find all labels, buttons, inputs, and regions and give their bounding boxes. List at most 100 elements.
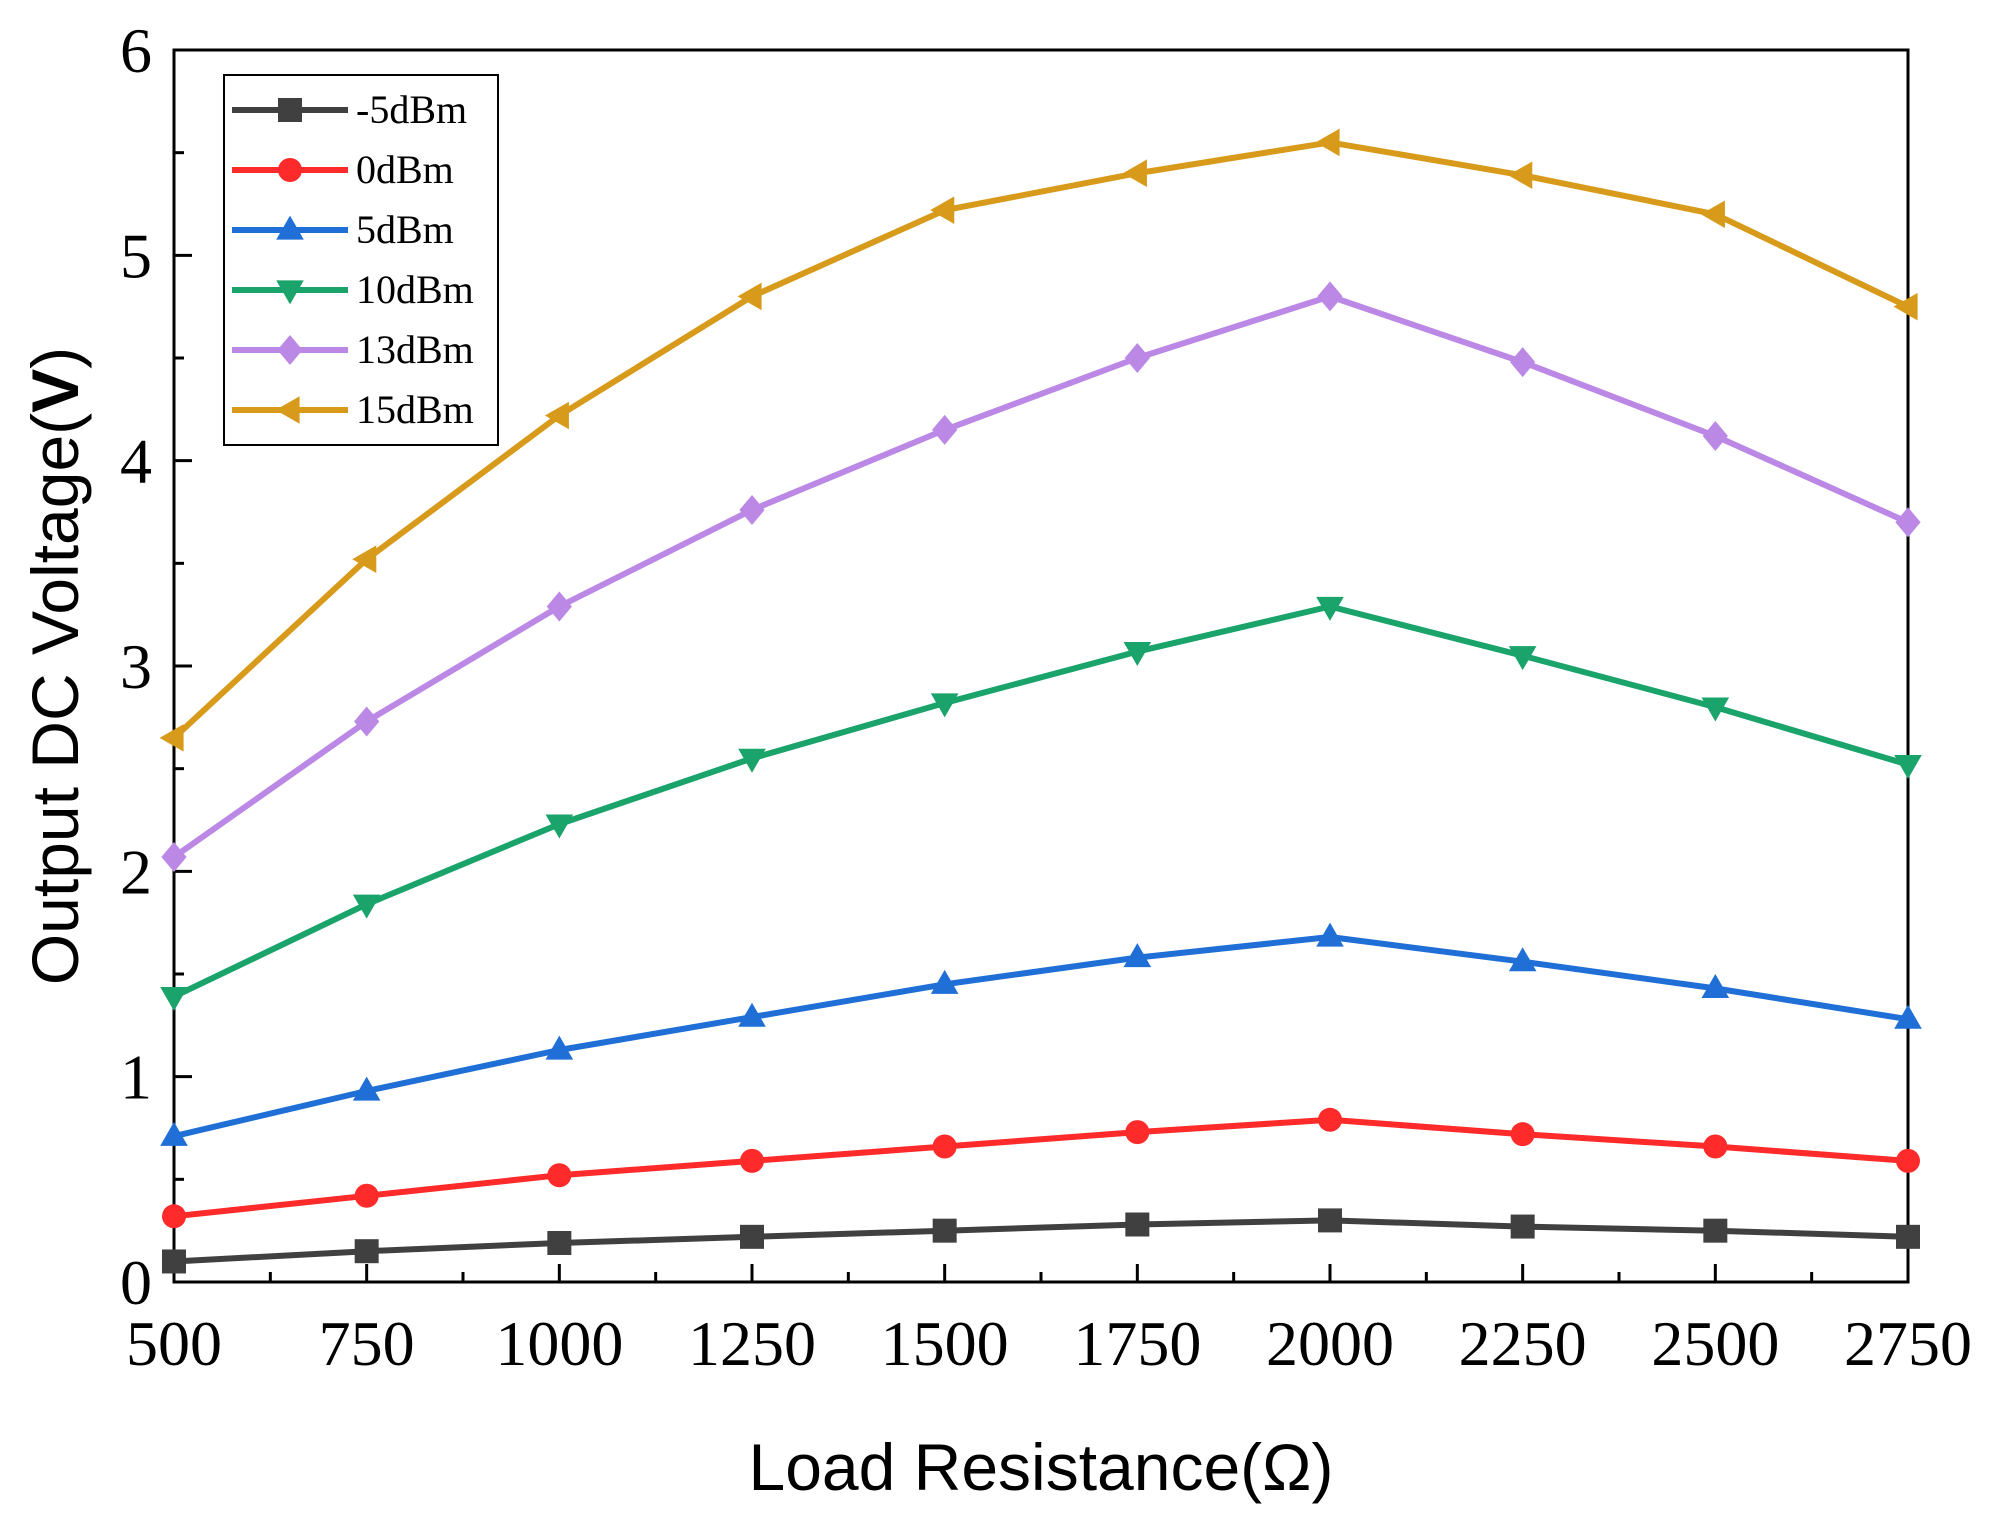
data-point (1894, 754, 1922, 779)
data-point (1123, 943, 1152, 968)
data-point (1124, 343, 1150, 373)
legend-item: 0dBm (232, 147, 454, 192)
y-tick-label: 0 (120, 1247, 152, 1318)
series-line (173, 1116, 1909, 1220)
data-point (1316, 596, 1344, 621)
data-point (354, 1183, 379, 1208)
data-point (278, 98, 302, 122)
data-point (162, 1249, 186, 1274)
legend-label: 5dBm (356, 207, 454, 252)
legend-label: 15dBm (356, 387, 474, 432)
data-point (1893, 292, 1918, 321)
data-point (1895, 507, 1921, 538)
data-point (1510, 1214, 1535, 1239)
data-point (930, 693, 959, 718)
data-point (275, 396, 300, 424)
series-line (173, 934, 1909, 1140)
data-point (161, 841, 187, 872)
data-point (1510, 1122, 1535, 1147)
data-point (352, 894, 381, 919)
data-point (932, 1134, 957, 1159)
data-point (276, 280, 304, 305)
data-point (160, 1121, 188, 1146)
x-axis-title: Load Resistance(Ω) (749, 1430, 1334, 1504)
legend-label: -5dBm (356, 87, 467, 132)
y-tick-label: 2 (120, 836, 152, 907)
legend-item: -5dBm (232, 87, 467, 132)
data-point (932, 414, 958, 445)
x-tick-label: 1250 (688, 1308, 816, 1379)
data-point (354, 1239, 379, 1264)
data-point (1123, 642, 1152, 667)
data-point (278, 158, 302, 182)
data-point (1318, 1208, 1342, 1233)
data-point (740, 1224, 764, 1249)
legend-item: 15dBm (232, 387, 474, 432)
data-point (1125, 1212, 1150, 1237)
data-point (1896, 1148, 1920, 1173)
data-point (352, 1076, 381, 1101)
data-point (1894, 1004, 1922, 1029)
y-axis-title: Output DC Voltage(V) (18, 347, 92, 985)
data-point (159, 724, 184, 752)
data-point (546, 591, 572, 622)
data-point (1896, 1224, 1920, 1249)
data-point (1508, 947, 1537, 972)
series-layer (159, 128, 1922, 1274)
legend-item: 13dBm (232, 327, 474, 372)
data-point (1508, 646, 1537, 671)
legend-label: 13dBm (356, 327, 474, 372)
data-point (930, 196, 955, 224)
data-point (739, 494, 765, 525)
series--5dBm (162, 1208, 1920, 1274)
data-point (932, 1218, 957, 1243)
x-axis-ticks: 500 750 1000 1250 1500 1750 2000 2250 2500 2750 (126, 1264, 1972, 1379)
y-tick-label: 3 (120, 631, 152, 702)
y-tick-label: 6 (120, 15, 152, 86)
data-point (737, 282, 762, 311)
x-tick-label: 2250 (1459, 1308, 1587, 1379)
series-line (171, 139, 1910, 741)
data-point (545, 814, 574, 839)
data-point (1317, 281, 1343, 312)
legend-item: 5dBm (232, 207, 454, 252)
data-point (544, 401, 569, 430)
x-tick-label: 1500 (881, 1308, 1009, 1379)
series-15dBm (159, 128, 1918, 752)
data-point (277, 335, 303, 365)
x-tick-label: 1750 (1073, 1308, 1201, 1379)
series-line (172, 293, 1910, 860)
legend: -5dBm 0dBm 5dBm 10dBm 13dBm 15dBm (223, 74, 499, 446)
data-point (547, 1230, 572, 1255)
legend-label: 10dBm (356, 267, 474, 312)
x-tick-label: 750 (319, 1308, 415, 1379)
x-tick-label: 500 (126, 1308, 222, 1379)
series-13dBm (161, 281, 1921, 872)
x-tick-label: 2500 (1651, 1308, 1779, 1379)
data-point (1508, 161, 1533, 190)
data-point (354, 706, 380, 737)
data-point (1122, 159, 1147, 187)
x-tick-label: 2000 (1266, 1308, 1394, 1379)
data-point (1318, 1107, 1342, 1132)
data-point (1125, 1120, 1150, 1145)
data-point (160, 986, 188, 1011)
data-point (1702, 421, 1728, 452)
data-point (352, 545, 377, 574)
data-point (1703, 1134, 1728, 1159)
data-point (545, 1035, 574, 1060)
data-point (1316, 922, 1344, 947)
series-0dBm (162, 1107, 1920, 1229)
data-point (738, 748, 766, 773)
data-point (162, 1204, 186, 1229)
data-point (1700, 200, 1725, 229)
y-tick-label: 4 (120, 426, 152, 497)
legend-label: 0dBm (356, 147, 454, 192)
y-axis-ticks: 0 1 2 3 4 5 6 (120, 15, 192, 1318)
x-tick-label: 1000 (495, 1308, 623, 1379)
data-point (930, 969, 959, 994)
series-line (173, 1217, 1909, 1265)
data-point (1315, 128, 1340, 157)
legend-item: 10dBm (232, 267, 474, 312)
data-point (1701, 697, 1730, 722)
